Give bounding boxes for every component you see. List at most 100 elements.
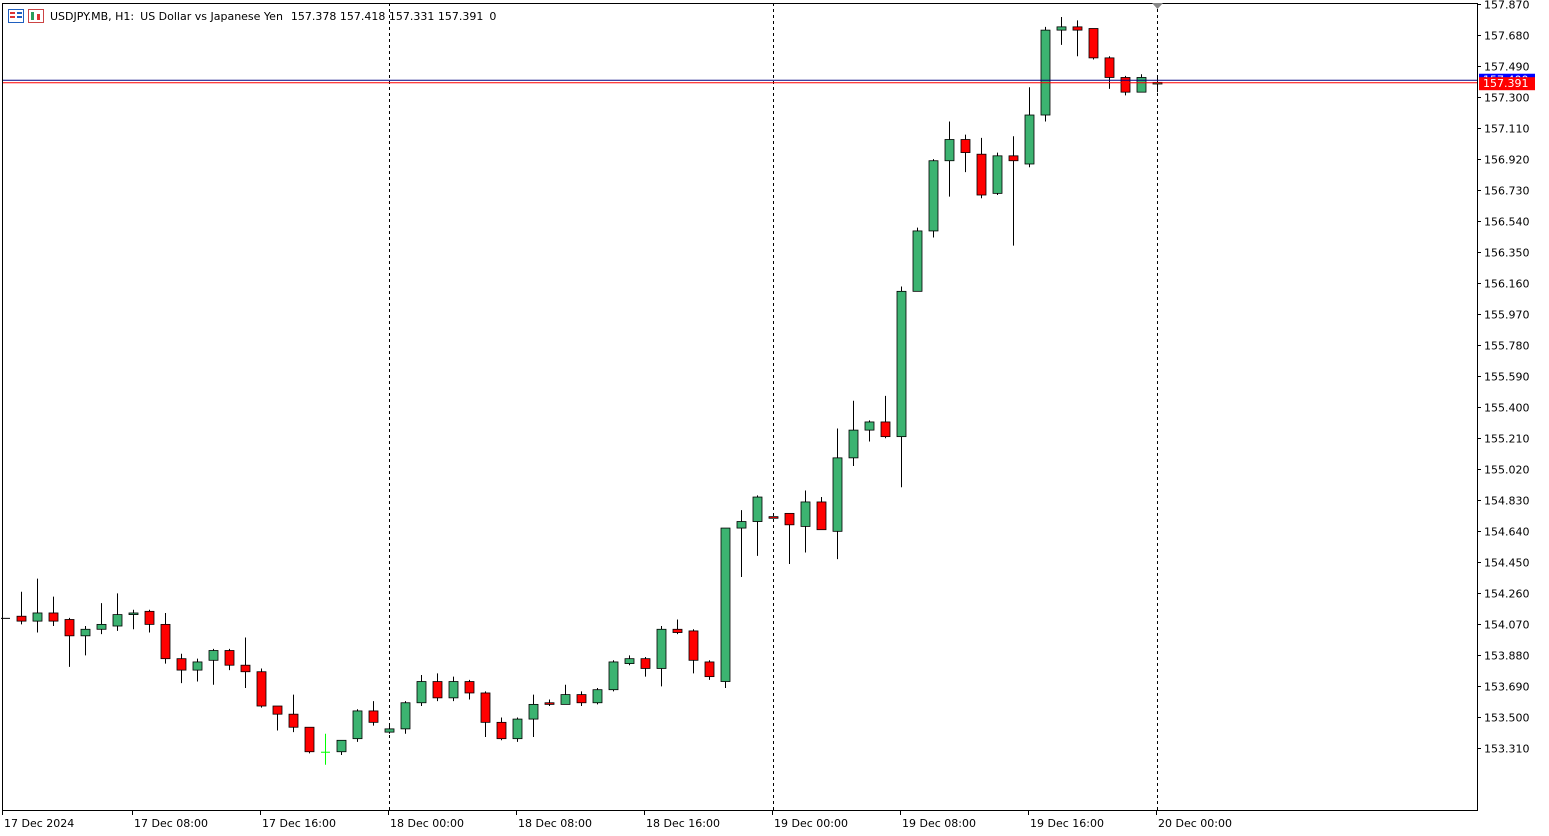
candle[interactable] — [832, 428, 843, 560]
candle[interactable] — [368, 701, 379, 726]
bid-price-tag — [1479, 77, 1535, 91]
time-axis[interactable]: 17 Dec 2024 17 Dec 08:00 17 Dec 16:00 18 De… — [2, 810, 1232, 830]
y-tick-label: 153.880 — [1484, 650, 1530, 663]
y-tick-label: 154.450 — [1484, 557, 1530, 570]
candle-body-bull — [560, 694, 571, 705]
candle[interactable] — [576, 691, 587, 707]
candle[interactable] — [321, 733, 330, 765]
candle[interactable] — [848, 400, 859, 467]
candle[interactable] — [1008, 136, 1019, 246]
candle[interactable] — [336, 739, 347, 755]
candle[interactable] — [512, 717, 523, 742]
candle-body-bull — [512, 718, 523, 740]
candle[interactable] — [448, 676, 459, 702]
candle[interactable] — [720, 527, 731, 689]
candle[interactable] — [384, 725, 395, 734]
candle[interactable] — [32, 578, 43, 633]
candle[interactable] — [864, 420, 875, 442]
candle[interactable] — [608, 660, 619, 692]
candle[interactable] — [128, 609, 139, 630]
chart-mode-icon[interactable] — [28, 9, 44, 23]
candle-body-bull — [448, 681, 459, 699]
x-tick-label: 19 Dec 00:00 — [774, 817, 848, 830]
candle[interactable] — [992, 152, 1003, 196]
candle[interactable] — [288, 694, 299, 733]
candle[interactable] — [1024, 87, 1035, 168]
candle-body-bear — [160, 623, 171, 660]
candle[interactable] — [224, 648, 235, 671]
candles[interactable] — [1, 17, 1163, 765]
candle[interactable] — [160, 612, 171, 664]
candle[interactable] — [752, 495, 763, 556]
one-click-trading-icon[interactable] — [8, 9, 24, 23]
candle[interactable] — [672, 619, 683, 635]
candle[interactable] — [432, 673, 443, 702]
candle[interactable] — [272, 705, 283, 731]
candle[interactable] — [192, 658, 203, 682]
chart-shift-marker[interactable] — [1152, 3, 1163, 9]
candle[interactable] — [48, 596, 59, 627]
candle[interactable] — [64, 617, 75, 667]
candle[interactable] — [1072, 20, 1083, 57]
candle[interactable] — [1056, 17, 1067, 45]
candle-body-bear — [288, 713, 299, 728]
candle[interactable] — [256, 668, 267, 708]
candle-body-bull — [800, 501, 811, 527]
candle[interactable] — [976, 137, 987, 199]
candle-body-bull — [1136, 77, 1147, 93]
candle[interactable] — [464, 679, 475, 700]
candle-body-bear — [960, 139, 971, 153]
candle[interactable] — [784, 512, 795, 564]
candle[interactable] — [928, 159, 939, 238]
candle-body-bear — [1072, 26, 1083, 31]
candle-body-bull — [720, 527, 731, 682]
candle[interactable] — [960, 134, 971, 173]
candle[interactable] — [240, 637, 251, 689]
candle[interactable] — [176, 653, 187, 684]
candle-body-bear — [880, 421, 891, 438]
candle[interactable] — [80, 626, 91, 656]
candle[interactable] — [528, 694, 539, 738]
candle[interactable] — [1120, 75, 1131, 96]
candle[interactable] — [656, 626, 667, 687]
candle[interactable] — [896, 286, 907, 488]
candle[interactable] — [768, 516, 779, 519]
candle[interactable] — [1104, 56, 1115, 89]
candle[interactable] — [16, 591, 27, 625]
candle[interactable] — [416, 674, 427, 707]
x-tick-label: 18 Dec 16:00 — [646, 817, 720, 830]
candle[interactable] — [496, 717, 507, 741]
candle[interactable] — [640, 657, 651, 677]
price-axis[interactable]: 157.870 157.680 157.490 157.300 157.110 156.9… — [1477, 0, 1530, 756]
candle[interactable] — [688, 629, 699, 674]
candle[interactable] — [1088, 28, 1099, 60]
candle[interactable] — [352, 709, 363, 742]
candle[interactable] — [624, 655, 635, 666]
candle[interactable] — [96, 603, 107, 635]
candle[interactable] — [208, 648, 219, 685]
candle[interactable] — [560, 684, 571, 705]
candle[interactable] — [736, 510, 747, 578]
candle-body-bear — [976, 153, 987, 196]
candle[interactable] — [912, 227, 923, 292]
period-separators — [389, 3, 1158, 810]
candle[interactable] — [704, 660, 715, 680]
candle[interactable] — [112, 593, 123, 631]
candle[interactable] — [880, 395, 891, 439]
candle[interactable] — [144, 609, 155, 633]
candle[interactable] — [592, 688, 603, 705]
x-tick-label: 20 Dec 00:00 — [1158, 817, 1232, 830]
candle[interactable] — [480, 691, 491, 738]
candle-body-bear — [480, 692, 491, 723]
candle[interactable] — [304, 726, 315, 754]
y-tick-label: 157.110 — [1484, 123, 1530, 136]
candle[interactable] — [400, 701, 411, 734]
candle[interactable] — [944, 121, 955, 197]
candle[interactable] — [800, 490, 811, 553]
candle[interactable] — [816, 497, 827, 531]
candle[interactable] — [544, 699, 555, 707]
candle[interactable] — [1040, 26, 1051, 122]
x-tick-label: 17 Dec 16:00 — [262, 817, 336, 830]
